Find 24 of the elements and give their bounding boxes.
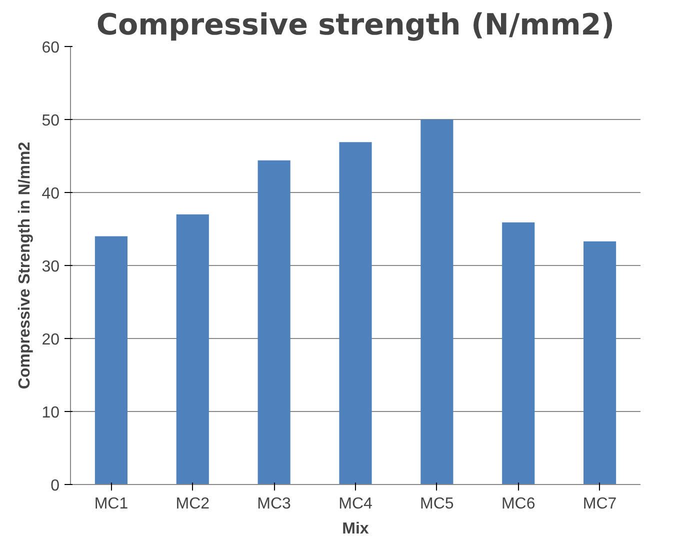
- x-tick-label: MC5: [420, 496, 454, 512]
- x-axis-title: Mix: [342, 520, 369, 538]
- y-axis-title: Compressive Strength in N/mm2: [16, 142, 34, 390]
- bar: [176, 214, 209, 484]
- y-tick-label: 50: [42, 112, 60, 130]
- bar: [94, 236, 128, 484]
- x-tick-label: MC4: [338, 496, 372, 512]
- x-tick-label: MC6: [501, 496, 536, 512]
- x-tick-label: MC3: [257, 496, 292, 512]
- x-tick-label: MC1: [94, 496, 128, 512]
- bar: [584, 241, 616, 484]
- bar: [339, 142, 372, 484]
- x-tick-label: MC2: [176, 496, 210, 512]
- bar: [420, 120, 454, 484]
- y-tick-label: 60: [42, 40, 60, 56]
- y-tick-label: 0: [50, 478, 60, 494]
- bar: [258, 160, 290, 484]
- y-tick-label: 10: [42, 404, 60, 422]
- chart-title: Compressive strength (N/mm2): [96, 8, 615, 42]
- bar: [502, 222, 535, 484]
- y-tick-label: 30: [42, 258, 60, 276]
- y-tick-label: 20: [42, 332, 60, 348]
- x-tick-label: MC7: [582, 496, 617, 512]
- y-tick-label: 40: [42, 186, 60, 202]
